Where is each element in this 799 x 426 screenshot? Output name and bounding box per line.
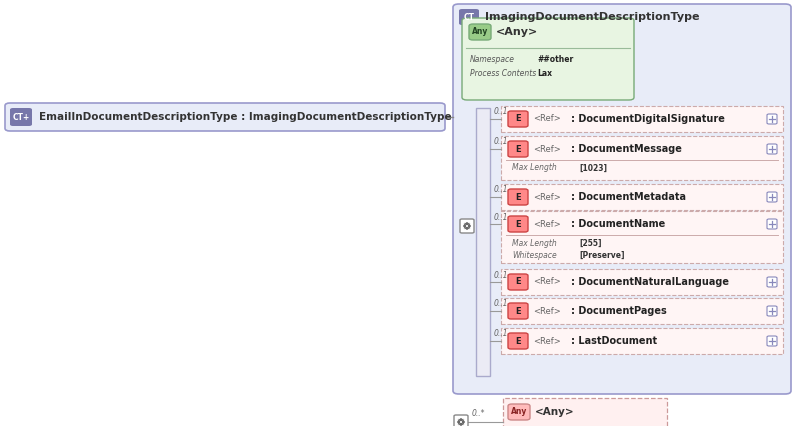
Text: 0..1: 0..1: [494, 329, 508, 339]
Text: [255]: [255]: [579, 239, 602, 248]
FancyBboxPatch shape: [508, 189, 528, 205]
Text: : DocumentMessage: : DocumentMessage: [571, 144, 682, 154]
Text: : LastDocument: : LastDocument: [571, 336, 657, 346]
Text: Process Contents: Process Contents: [470, 69, 536, 78]
Bar: [501, 136, 783, 180]
Text: : DocumentPages: : DocumentPages: [571, 306, 666, 316]
Text: 0..1: 0..1: [494, 213, 508, 222]
FancyBboxPatch shape: [767, 336, 777, 346]
FancyBboxPatch shape: [767, 144, 777, 154]
FancyBboxPatch shape: [508, 303, 528, 319]
Text: 0..1: 0..1: [494, 185, 508, 195]
Text: Any: Any: [511, 408, 527, 417]
Text: 0..*: 0..*: [472, 409, 486, 418]
Text: E: E: [515, 337, 521, 345]
Text: E: E: [515, 219, 521, 228]
Text: ##other: ##other: [537, 55, 573, 64]
Text: 0..1: 0..1: [494, 138, 508, 147]
FancyBboxPatch shape: [508, 274, 528, 290]
FancyBboxPatch shape: [508, 111, 528, 127]
Text: : DocumentMetadata: : DocumentMetadata: [571, 192, 686, 202]
FancyBboxPatch shape: [5, 103, 445, 131]
FancyBboxPatch shape: [10, 108, 32, 126]
FancyBboxPatch shape: [462, 18, 634, 100]
Text: E: E: [515, 144, 521, 153]
Bar: [501, 184, 783, 210]
Text: E: E: [515, 306, 521, 316]
FancyBboxPatch shape: [469, 24, 491, 40]
Text: [1023]: [1023]: [579, 164, 607, 173]
Bar: [501, 269, 783, 295]
Text: 0..1: 0..1: [494, 107, 508, 116]
Text: <Ref>: <Ref>: [533, 306, 561, 316]
Text: Max Length: Max Length: [512, 239, 557, 248]
FancyBboxPatch shape: [454, 415, 468, 426]
Text: <Ref>: <Ref>: [533, 277, 561, 287]
FancyBboxPatch shape: [508, 141, 528, 157]
FancyBboxPatch shape: [508, 216, 528, 232]
Text: <Ref>: <Ref>: [533, 337, 561, 345]
Bar: [501, 106, 783, 132]
Text: CT+: CT+: [12, 112, 30, 121]
FancyBboxPatch shape: [453, 4, 791, 394]
Bar: [501, 211, 783, 263]
Bar: [501, 328, 783, 354]
Bar: [501, 298, 783, 324]
Text: <Any>: <Any>: [496, 27, 539, 37]
FancyBboxPatch shape: [459, 9, 479, 25]
FancyBboxPatch shape: [767, 306, 777, 316]
Text: <Ref>: <Ref>: [533, 115, 561, 124]
Text: E: E: [515, 193, 521, 201]
Text: Whitespace: Whitespace: [512, 250, 557, 259]
Text: Max Length: Max Length: [512, 164, 557, 173]
Text: 0..1: 0..1: [494, 299, 508, 308]
Text: 0..1: 0..1: [494, 271, 508, 279]
Text: : DocumentDigitalSignature: : DocumentDigitalSignature: [571, 114, 725, 124]
FancyBboxPatch shape: [767, 219, 777, 229]
FancyBboxPatch shape: [508, 404, 530, 420]
FancyBboxPatch shape: [508, 333, 528, 349]
Text: : DocumentNaturalLanguage: : DocumentNaturalLanguage: [571, 277, 729, 287]
Text: Namespace: Namespace: [470, 55, 515, 64]
FancyBboxPatch shape: [460, 219, 474, 233]
Text: Any: Any: [472, 28, 488, 37]
Text: E: E: [515, 277, 521, 287]
FancyBboxPatch shape: [767, 114, 777, 124]
Text: EmailInDocumentDescriptionType : ImagingDocumentDescriptionType: EmailInDocumentDescriptionType : Imaging…: [39, 112, 451, 122]
Text: <Ref>: <Ref>: [533, 219, 561, 228]
Bar: [503, 398, 667, 426]
Text: [Preserve]: [Preserve]: [579, 250, 625, 259]
Text: E: E: [515, 115, 521, 124]
Text: CT: CT: [463, 12, 475, 21]
Text: <Any>: <Any>: [535, 407, 574, 417]
Text: <Ref>: <Ref>: [533, 193, 561, 201]
FancyBboxPatch shape: [767, 192, 777, 202]
Text: <Ref>: <Ref>: [533, 144, 561, 153]
Bar: [476, 108, 490, 376]
Text: : DocumentName: : DocumentName: [571, 219, 666, 229]
Text: Lax: Lax: [537, 69, 552, 78]
Text: ImagingDocumentDescriptionType: ImagingDocumentDescriptionType: [485, 12, 699, 22]
FancyBboxPatch shape: [767, 277, 777, 287]
